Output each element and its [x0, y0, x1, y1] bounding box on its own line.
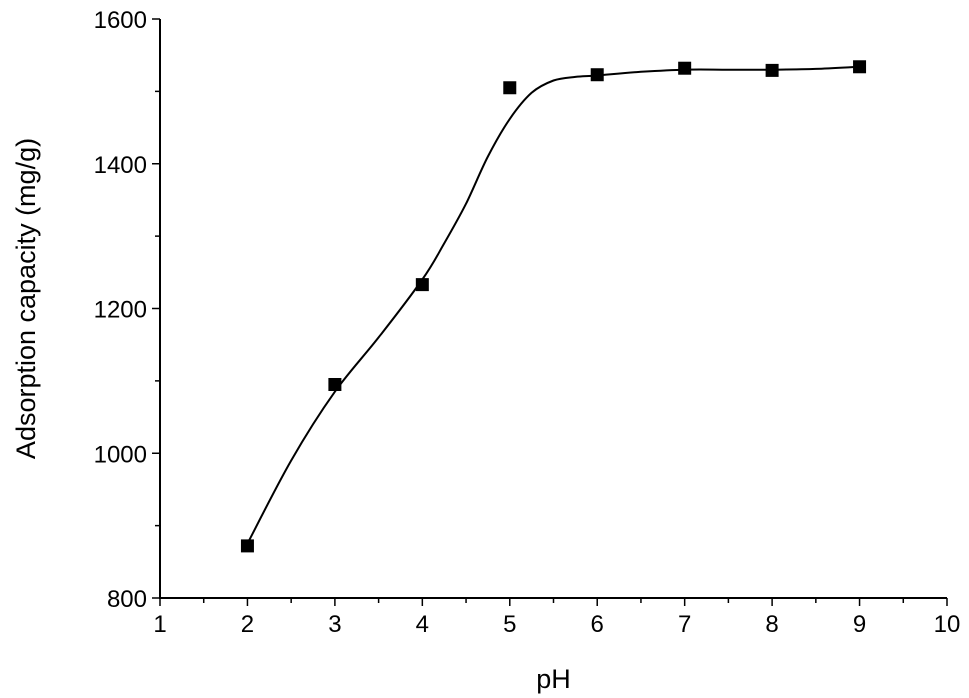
x-tick-label: 4 [416, 611, 429, 638]
y-tick-label: 1200 [94, 297, 147, 324]
data-point-marker [415, 278, 429, 292]
y-tick-label: 1000 [94, 441, 147, 468]
y-tick-label: 800 [107, 586, 147, 613]
y-axis-title: Adsorption capacity (mg/g) [11, 138, 41, 459]
x-tick-label: 5 [503, 611, 516, 638]
x-tick-label: 2 [241, 611, 254, 638]
data-point-marker [765, 63, 779, 77]
x-tick-label: 9 [853, 611, 866, 638]
x-tick-label: 10 [934, 611, 961, 638]
x-axis: 1 2 3 4 5 6 7 8 9 10 [153, 598, 960, 638]
data-point-marker [590, 68, 604, 82]
x-tick-label: 6 [591, 611, 604, 638]
data-point-marker [240, 539, 254, 553]
y-tick-label: 1600 [94, 7, 147, 34]
data-points [240, 60, 867, 553]
data-point-marker [503, 81, 517, 95]
axis-frame [159, 19, 947, 599]
x-tick-label: 7 [678, 611, 691, 638]
fit-curve [246, 65, 860, 545]
data-point-marker [328, 377, 342, 391]
data-point-marker [853, 60, 867, 74]
y-tick-label: 1400 [94, 152, 147, 179]
x-axis-title: pH [536, 664, 571, 694]
x-tick-label: 8 [765, 611, 778, 638]
x-tick-label: 1 [153, 611, 166, 638]
plot-area [159, 19, 947, 599]
x-tick-label: 3 [328, 611, 341, 638]
data-point-marker [678, 61, 692, 75]
y-axis: 800 1000 1200 1400 1600 [94, 7, 160, 613]
